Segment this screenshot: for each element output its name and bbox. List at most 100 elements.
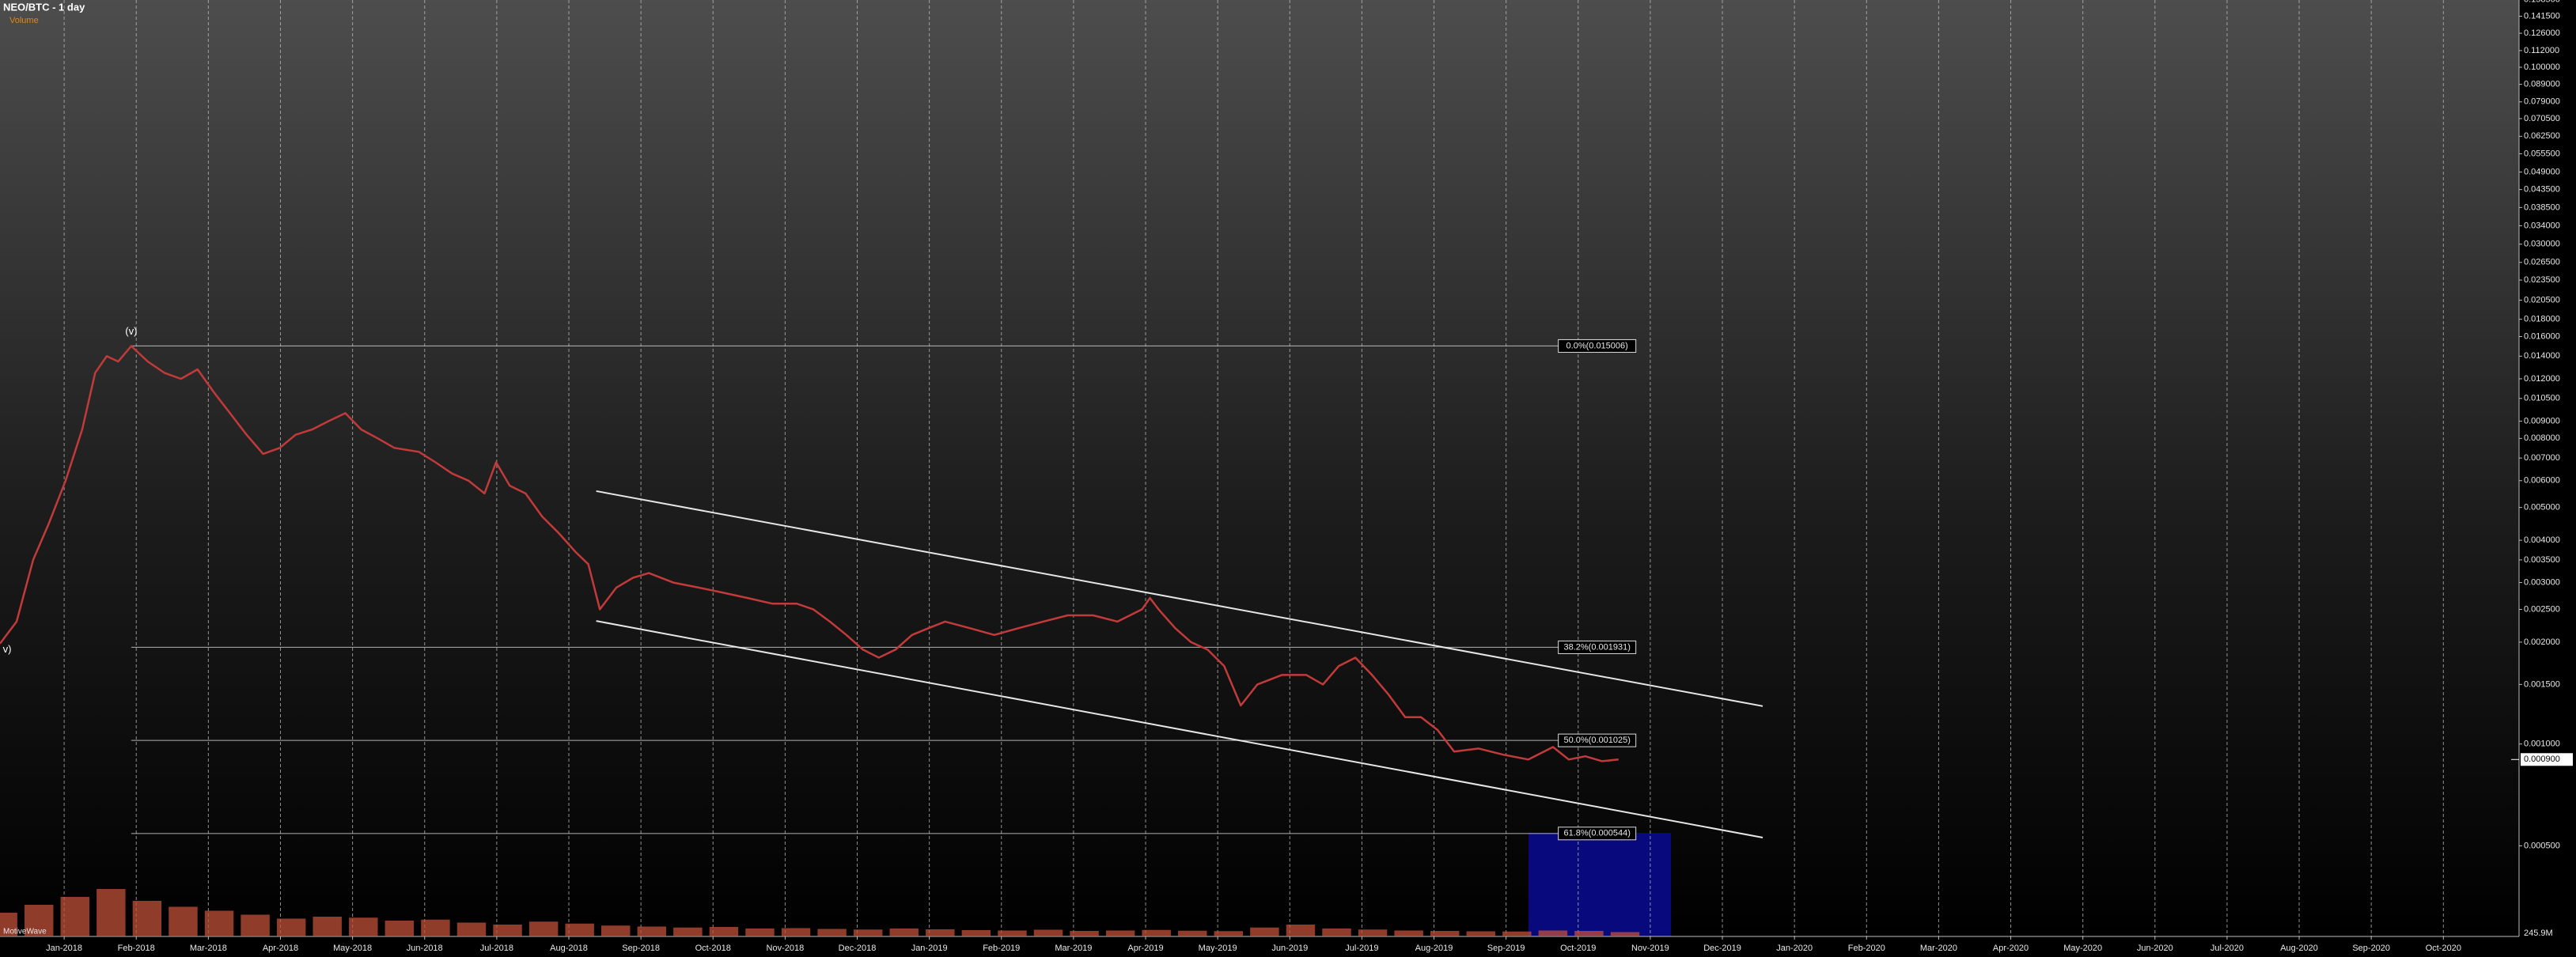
volume-bar — [565, 923, 594, 936]
x-tick-label: Feb-2019 — [983, 944, 1020, 953]
volume-bar — [1286, 925, 1316, 936]
volume-bar — [1394, 930, 1423, 936]
wave-label: (v) — [125, 325, 137, 337]
y-tick-label: 0.126000 — [2524, 28, 2560, 38]
fib-label: 50.0%(0.001025) — [1563, 736, 1630, 745]
x-tick-label: Jul-2018 — [480, 944, 513, 953]
y-tick-label: 0.049000 — [2524, 167, 2560, 176]
fib-label-box — [1558, 640, 1637, 654]
y-tick-label: 0.018000 — [2524, 315, 2560, 324]
y-axis-panel — [2519, 0, 2576, 957]
volume-bar — [1142, 929, 1171, 936]
y-tick-label: 0.005000 — [2524, 503, 2560, 513]
x-axis-panel — [0, 936, 2519, 957]
volume-bar — [97, 889, 126, 936]
x-tick-label: Feb-2020 — [1848, 944, 1885, 953]
x-tick-label: Feb-2018 — [118, 944, 155, 953]
x-tick-label: Oct-2020 — [2426, 944, 2461, 953]
volume-bar — [60, 897, 89, 936]
trend-line — [596, 490, 1763, 707]
volume-bar — [276, 918, 306, 936]
y-tick-label: 0.030000 — [2524, 240, 2560, 249]
y-tick-label: 0.001500 — [2524, 679, 2560, 689]
y-tick-label: 0.026500 — [2524, 258, 2560, 267]
price-line — [0, 345, 1619, 762]
volume-bar — [781, 928, 811, 936]
x-tick-label: Oct-2019 — [1560, 944, 1596, 953]
fib-label: 38.2%(0.001931) — [1563, 642, 1630, 652]
x-tick-label: Mar-2020 — [1920, 944, 1957, 953]
y-tick-label: 0.000500 — [2524, 841, 2560, 850]
x-tick-label: Jul-2019 — [1345, 944, 1378, 953]
volume-bar — [1250, 927, 1279, 936]
volume-bar — [132, 901, 162, 936]
y-tick-label: 0.043500 — [2524, 185, 2560, 195]
x-tick-label: Jan-2020 — [1776, 944, 1813, 953]
y-tick-label: 0.001000 — [2524, 740, 2560, 749]
x-tick-label: Nov-2018 — [767, 944, 805, 953]
x-tick-label: Jun-2018 — [407, 944, 443, 953]
volume-bar — [313, 917, 342, 936]
x-tick-label: Jun-2019 — [1271, 944, 1308, 953]
volume-bar — [385, 921, 415, 936]
chart-subtitle: Volume — [9, 16, 39, 25]
fib-label: 61.8%(0.000544) — [1563, 829, 1630, 838]
volume-bar — [1178, 930, 1207, 936]
fib-label-box — [1558, 339, 1637, 353]
chart-title: NEO/BTC - 1 day — [3, 2, 85, 13]
y-tick-label: 0.141500 — [2524, 11, 2560, 21]
x-tick-label: May-2019 — [1199, 944, 1237, 953]
trend-line — [596, 620, 1763, 839]
x-tick-label: Sep-2019 — [1487, 944, 1525, 953]
x-tick-label: Oct-2018 — [695, 944, 731, 953]
y-tick-label: 0.100000 — [2524, 62, 2560, 72]
y-tick-label: 0.023500 — [2524, 275, 2560, 285]
volume-bar — [528, 921, 559, 936]
volume-bar — [1538, 930, 1568, 936]
y-tick-label: 0.089000 — [2524, 80, 2560, 89]
volume-bar — [24, 905, 54, 936]
volume-bar — [204, 910, 234, 936]
volume-bar — [1322, 929, 1351, 936]
y-tick-label: 0.002000 — [2524, 637, 2560, 647]
y-tick-label: 0.003500 — [2524, 555, 2560, 565]
y-tick-label: 0.038500 — [2524, 202, 2560, 212]
x-tick-label: Jan-2018 — [46, 944, 82, 953]
plot-background — [0, 0, 2519, 936]
y-tick-label: 0.003000 — [2524, 577, 2560, 587]
volume-bar — [926, 929, 955, 936]
y-tick-label: 0.002500 — [2524, 604, 2560, 614]
volume-bar — [889, 929, 919, 936]
volume-bar — [637, 926, 667, 936]
volume-bar — [601, 925, 631, 936]
y-tick-label: 0.007000 — [2524, 453, 2560, 463]
volume-bar — [709, 927, 739, 936]
x-tick-label: Aug-2019 — [1415, 944, 1453, 953]
y-tick-label: 0.008000 — [2524, 433, 2560, 443]
x-tick-label: Apr-2020 — [1993, 944, 2029, 953]
volume-bar — [961, 930, 991, 936]
x-tick-label: Jul-2020 — [2210, 944, 2244, 953]
y-tick-label: 0.020500 — [2524, 295, 2560, 304]
y-tick-label: 0.016000 — [2524, 331, 2560, 341]
volume-bar — [241, 914, 270, 936]
y-tick-label: 0.009000 — [2524, 416, 2560, 426]
volume-bar — [349, 917, 378, 936]
y-tick-label: 0.014000 — [2524, 351, 2560, 361]
y-tick-label: 0.079000 — [2524, 97, 2560, 107]
x-tick-label: Aug-2020 — [2280, 944, 2318, 953]
volume-axis-label: 245.9M — [2524, 929, 2553, 938]
x-tick-label: Aug-2018 — [550, 944, 588, 953]
volume-bar — [998, 930, 1027, 936]
volume-bar — [853, 929, 883, 936]
fib-label-box — [1558, 733, 1637, 747]
y-tick-label: 0.012000 — [2524, 374, 2560, 384]
y-tick-label: 0.055500 — [2524, 149, 2560, 158]
volume-bar — [1610, 932, 1640, 936]
y-tick-label: 0.062500 — [2524, 131, 2560, 141]
x-tick-label: May-2020 — [2063, 944, 2102, 953]
x-tick-label: Nov-2019 — [1631, 944, 1669, 953]
volume-bar — [673, 927, 703, 936]
